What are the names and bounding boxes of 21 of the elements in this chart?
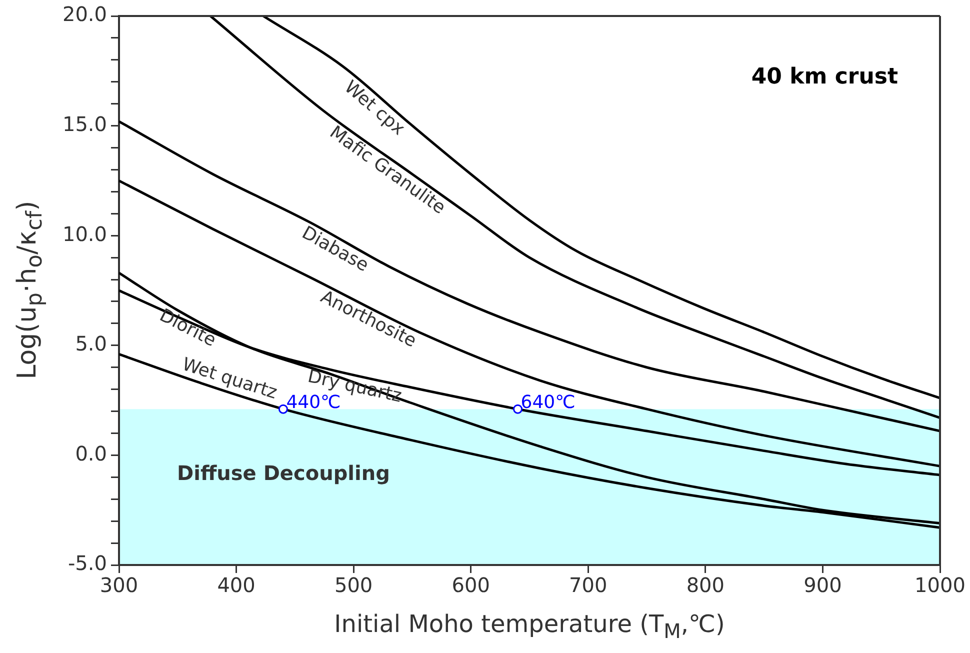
x-axis-title: Initial Moho temperature (T$_{M}$,℃): [333, 610, 726, 643]
x-tick-label: 300: [100, 573, 138, 598]
x-tick-label: 1000: [914, 573, 966, 598]
y-tick-label: -5.0: [68, 551, 107, 576]
y-tick-label: 5.0: [75, 332, 107, 356]
annotation: 40 km crust: [751, 64, 898, 90]
line-series: [119, 272, 940, 525]
text: Wet quartz: [180, 354, 280, 404]
annotation: 640℃: [520, 392, 576, 413]
x-tick-label: 900: [804, 573, 842, 598]
x-tick-label: 600: [452, 573, 490, 598]
x-tick-label: 400: [217, 573, 256, 598]
y-tick-label: 0.0: [75, 441, 107, 466]
annotation: 440℃: [286, 392, 341, 413]
y-tick-label: 15.0: [62, 112, 107, 136]
band-label: Diffuse Decoupling: [177, 460, 390, 485]
y-tick-label: 10.0: [62, 222, 107, 246]
x-tick-label: 800: [686, 573, 725, 598]
y-tick-label: 20.0: [62, 2, 107, 26]
x-tick-label: 700: [569, 573, 608, 598]
x-tick-label: 500: [334, 573, 373, 598]
